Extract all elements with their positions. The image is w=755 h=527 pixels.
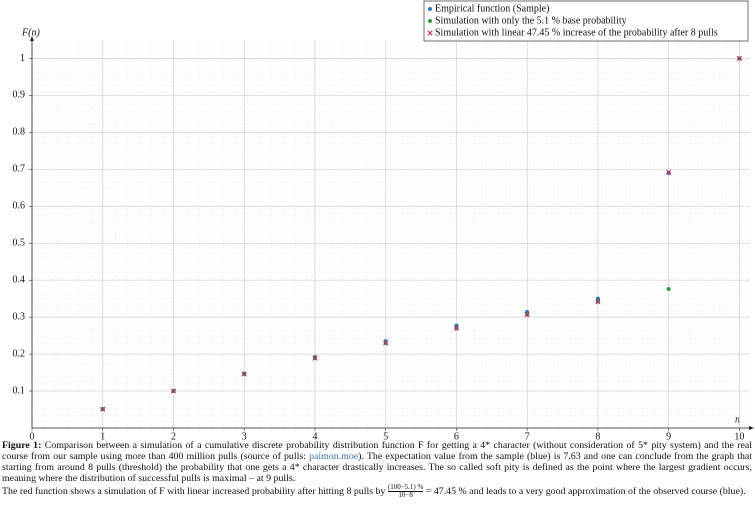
data-point [312, 355, 318, 361]
y-tick-label: 0.9 [13, 90, 26, 101]
y-tick-label: 0.4 [13, 274, 26, 285]
fraction-denominator: 10−8 [398, 491, 413, 499]
data-point [666, 287, 671, 292]
caption: Figure 1: Comparison between a simulatio… [2, 440, 752, 499]
data-point [170, 388, 177, 394]
caption-text: The red function shows a simulation of F… [2, 485, 388, 497]
legend-item: Simulation with linear 47.45 % increase … [435, 27, 718, 38]
x-tick-label: 4 [312, 431, 317, 440]
legend-box [423, 0, 749, 42]
caption-text: = 47.45 % and leads to a very good appro… [423, 485, 746, 497]
caption-text: Comparison between a simulation of a cum… [2, 440, 752, 462]
legend-item: Simulation with only the 5.1 % base prob… [435, 15, 627, 26]
x-tick-label: 5 [383, 431, 388, 440]
x-tick-label: 2 [171, 431, 176, 440]
caption-label: Figure 1: [2, 440, 42, 451]
legend-label: Simulation with linear 47.45 % increase … [435, 27, 718, 38]
y-tick-label: 0.5 [13, 238, 26, 249]
y-axis-label: F(n) [21, 27, 40, 38]
data-point [595, 299, 601, 305]
x-axis-arrow [749, 426, 754, 430]
y-tick-label: 0.1 [13, 385, 26, 396]
x-tick-label: 6 [454, 431, 459, 440]
y-tick-label: 0.3 [13, 311, 26, 322]
legend-label: Empirical function (Sample) [435, 3, 549, 14]
legend-item: Empirical function (Sample) [435, 3, 549, 14]
caption-link[interactable]: paimon.moe [309, 451, 359, 462]
x-tick-label: 8 [595, 431, 600, 440]
x-tick-label: 9 [666, 431, 671, 440]
y-tick-label: 0.7 [13, 164, 26, 175]
y-tick-label: 1 [20, 53, 25, 64]
chart: F(n) n 0 1 2 3 4 5 6 7 8 9 10 0.1 0.2 0.3 0.4 0.5 0.6 0.7… [13, 0, 754, 440]
legend-marker [427, 30, 433, 36]
legend-marker [428, 7, 432, 11]
legend-marker [428, 19, 432, 23]
caption-paragraph: Figure 1: Comparison between a simulatio… [2, 440, 752, 484]
x-tick-label: 3 [242, 431, 247, 440]
x-tick-label: 0 [30, 431, 35, 440]
y-axis-arrow [30, 36, 34, 41]
legend-label: Simulation with only the 5.1 % base prob… [435, 15, 627, 26]
y-tick-label: 0.6 [13, 201, 26, 212]
data-point [595, 296, 600, 301]
caption-paragraph: The red function shows a simulation of F… [2, 484, 752, 499]
x-tick-label: 10 [734, 431, 744, 440]
data-point [100, 406, 106, 412]
x-tick-label: 1 [100, 431, 105, 440]
y-tick-label: 0.8 [13, 127, 26, 138]
data-point [736, 55, 742, 62]
data-point [383, 340, 389, 346]
x-axis-label: n [735, 414, 740, 425]
data-point [453, 325, 460, 331]
x-tick-label: 7 [525, 431, 530, 440]
y-tick-label: 0.2 [13, 348, 26, 359]
fraction: (100−5.1) % 10−8 [387, 483, 424, 499]
data-point [666, 169, 672, 175]
caption-text: ). The expectation value from the sample… [2, 451, 753, 484]
data-point [524, 311, 530, 318]
data-point [241, 371, 247, 377]
fraction-numerator: (100−5.1) % [387, 483, 424, 492]
